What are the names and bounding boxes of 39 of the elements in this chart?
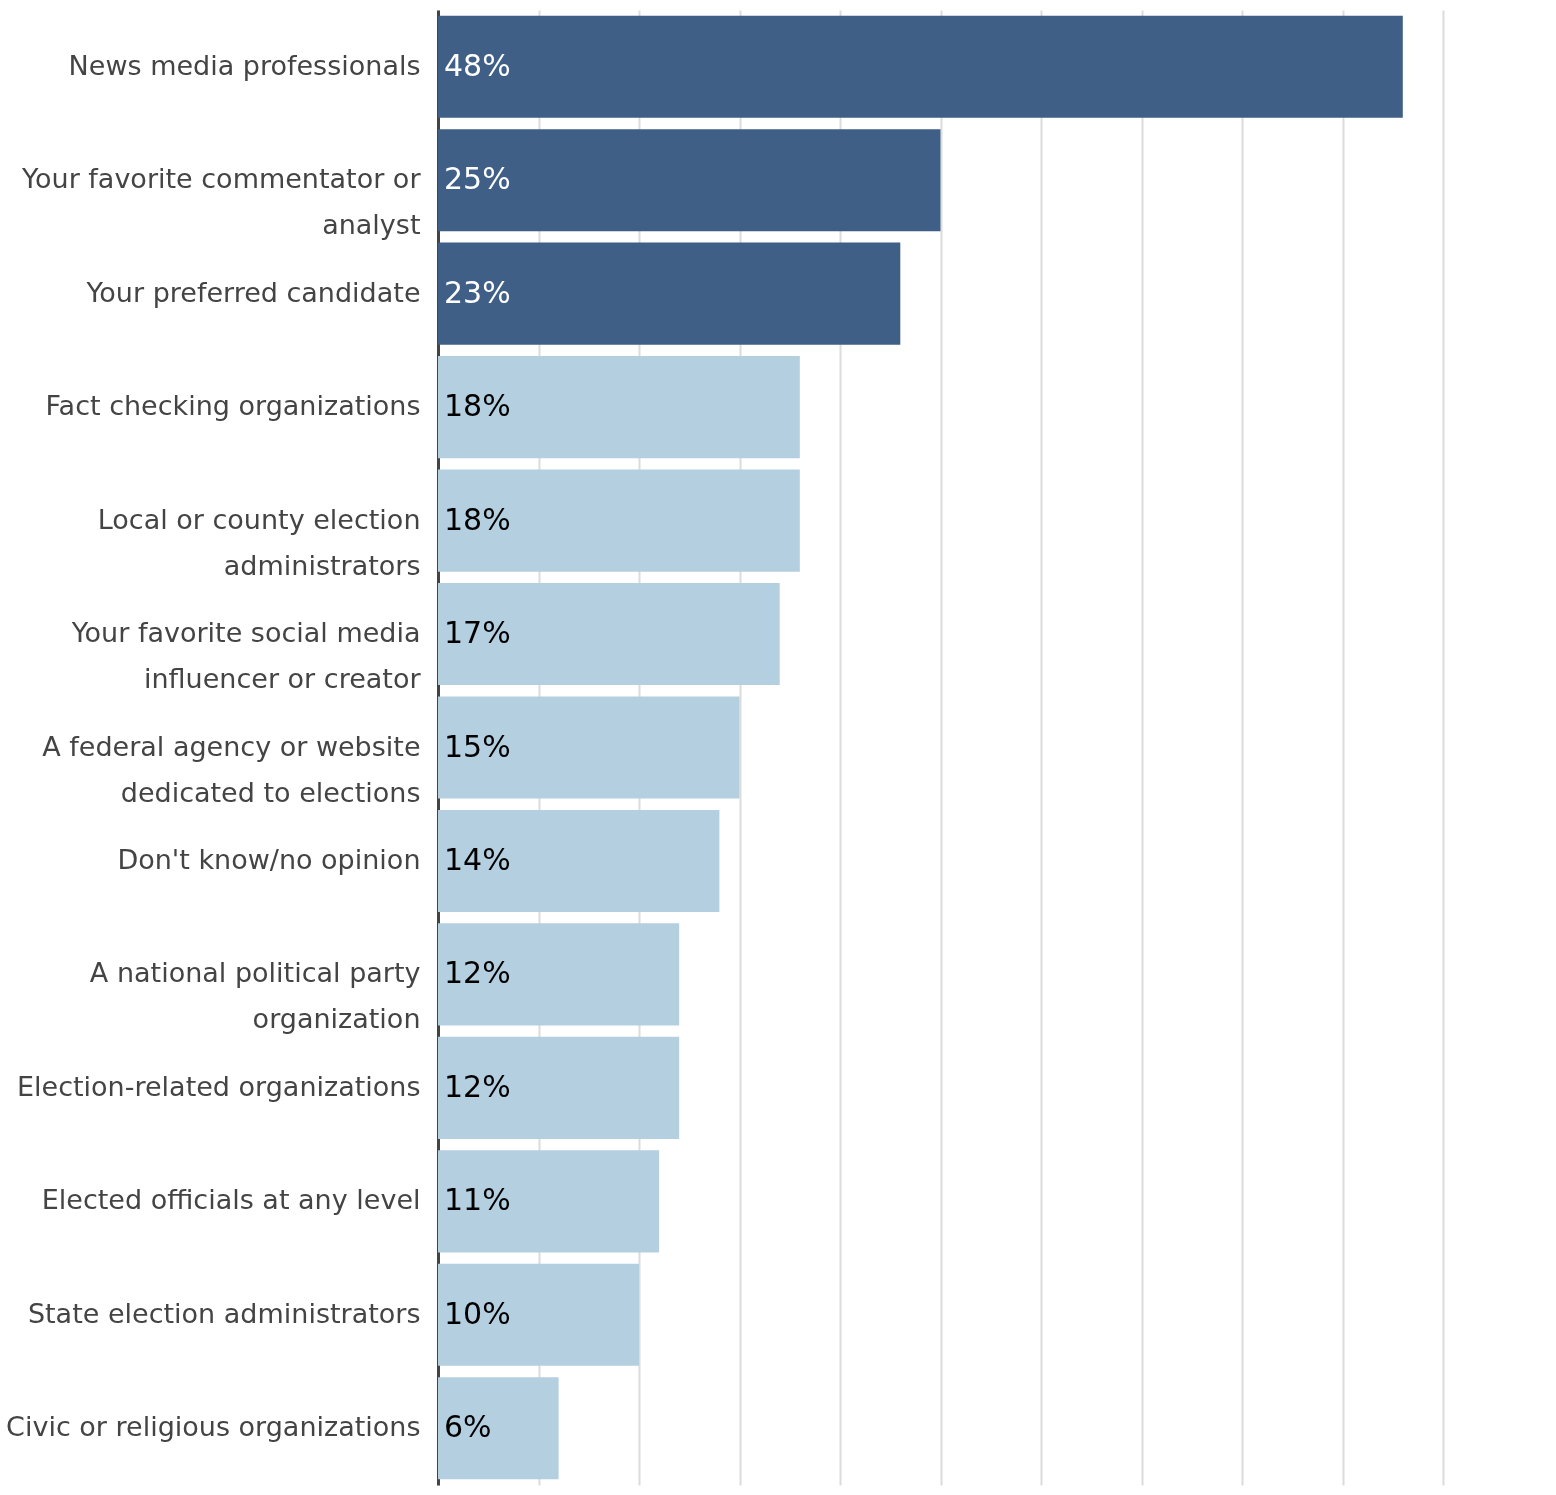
y-tick-label: Your favorite commentator or analyst (21, 163, 422, 241)
bar (438, 1377, 559, 1480)
data-label: 14% (444, 841, 511, 877)
data-label: 11% (444, 1182, 511, 1218)
bar (438, 923, 680, 1026)
bar (438, 582, 780, 686)
y-tick-label: State election administrators (27, 1297, 421, 1329)
data-label: 15% (444, 728, 511, 764)
y-tick-label: Civic or religious organizations (6, 1411, 421, 1443)
y-tick-label: A national political party organization (89, 957, 421, 1035)
y-tick-label: Elected officials at any level (41, 1184, 421, 1216)
data-label: 12% (444, 1068, 511, 1104)
data-label: 18% (444, 388, 511, 424)
bar (438, 242, 901, 345)
bar (438, 1036, 680, 1139)
data-label: 10% (444, 1295, 511, 1331)
data-label: 17% (444, 615, 511, 651)
y-tick-label: Your preferred candidate (85, 276, 421, 308)
bar (438, 15, 1403, 118)
y-tick-label: Local or county election administrators (97, 503, 421, 581)
bar (438, 469, 800, 572)
y-tick-label: Fact checking organizations (45, 390, 421, 422)
bar (438, 356, 800, 459)
bar (438, 809, 720, 913)
data-label: 12% (444, 955, 511, 991)
data-label: 25% (444, 161, 511, 197)
y-tick-label: News media professionals (68, 49, 421, 81)
y-tick-label: A federal agency or website dedicated to elections (42, 730, 421, 808)
data-label: 18% (444, 501, 511, 537)
y-tick-label: Your favorite social media influencer or creator (70, 617, 422, 695)
data-label: 6% (444, 1409, 492, 1445)
data-label: 23% (444, 274, 511, 310)
data-label: 48% (444, 47, 511, 83)
bar (438, 1263, 639, 1366)
y-tick-label: Election-related organizations (16, 1070, 421, 1102)
bar (438, 696, 740, 799)
y-tick-label: Don't know/no opinion (117, 843, 421, 875)
bar (438, 1150, 660, 1253)
bar (438, 129, 941, 232)
